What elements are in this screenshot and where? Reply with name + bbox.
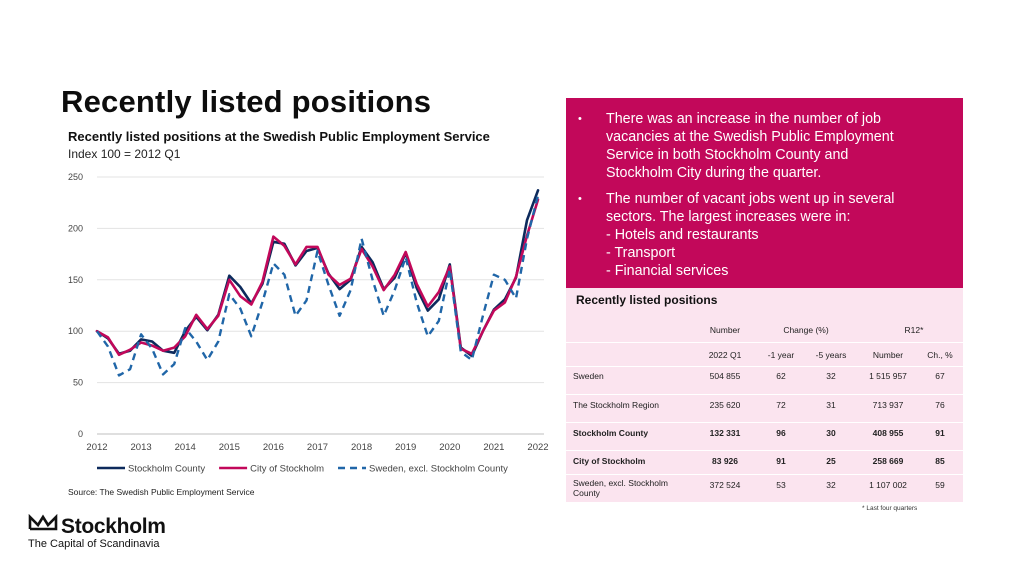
summary-bullet: • The number of vacant jobs went up in s… — [574, 190, 945, 280]
table-cell: 91 — [776, 456, 786, 466]
table-title: Recently listed positions — [576, 293, 718, 307]
table-sub-header: -1 year — [767, 350, 795, 360]
bullet-dot-icon: • — [578, 193, 582, 205]
stockholm-logo: Stockholm The Capital of Scandinavia — [28, 513, 166, 550]
table-group-header: R12* — [904, 325, 924, 335]
table-sub-header: Ch., % — [927, 350, 953, 360]
table-cell: 96 — [776, 428, 786, 438]
table-cell: 132 331 — [709, 428, 741, 438]
table-cell: 372 524 — [709, 480, 741, 490]
table-cell: 32 — [826, 371, 836, 381]
table-footnote: * Last four quarters — [862, 505, 918, 512]
table-divider — [566, 394, 963, 395]
y-tick-label: 200 — [68, 223, 83, 233]
table-row-label: Sweden, excl. Stockholm County — [573, 478, 668, 498]
table-divider — [566, 342, 963, 343]
table-cell: 76 — [935, 400, 945, 410]
table-row-label: Sweden — [573, 371, 604, 381]
x-tick-label: 2021 — [483, 442, 504, 453]
chart-subtitle: Index 100 = 2012 Q1 — [68, 147, 181, 161]
table-row-label: City of Stockholm — [573, 456, 646, 466]
legend-label: Stockholm County — [128, 464, 205, 475]
table-cell: 91 — [935, 428, 945, 438]
y-tick-label: 50 — [73, 378, 83, 388]
page-title: Recently listed positions — [61, 84, 432, 119]
table-divider — [566, 474, 963, 475]
x-tick-label: 2017 — [307, 442, 328, 453]
legend-label: Sweden, excl. Stockholm County — [369, 464, 508, 475]
series-line-sweden-excl-stockholm-county — [96, 195, 540, 377]
bullet-dot-icon: • — [578, 113, 582, 125]
table-divider — [566, 366, 963, 367]
source-note: Source: The Swedish Public Employment Se… — [68, 487, 255, 497]
table-sub-header: Number — [872, 350, 904, 360]
table-cell: 31 — [826, 400, 836, 410]
summary-panel: • There was an increase in the number of… — [566, 98, 963, 288]
table-cell: 258 669 — [872, 456, 904, 466]
table-cell: 1 107 002 — [869, 480, 907, 490]
table-cell: 408 955 — [872, 428, 904, 438]
table-cell: 713 937 — [872, 400, 904, 410]
table-cell: 32 — [826, 480, 836, 490]
y-tick-label: 150 — [68, 275, 83, 285]
table-sub-header: 2022 Q1 — [708, 350, 742, 360]
table-cell: 83 926 — [712, 456, 738, 466]
y-tick-label: 250 — [68, 172, 83, 182]
x-tick-label: 2013 — [131, 442, 152, 453]
logo-tagline: The Capital of Scandinavia — [28, 538, 160, 550]
x-tick-label: 2022 — [527, 442, 548, 453]
table-row-label: The Stockholm Region — [573, 400, 659, 410]
series-line-city-of-stockholm — [95, 198, 540, 357]
table-cell: 67 — [935, 371, 945, 381]
table-cell: 85 — [935, 456, 945, 466]
x-tick-label: 2018 — [351, 442, 372, 453]
table-cell: 1 515 957 — [869, 371, 907, 381]
table-sub-header: -5 years — [815, 350, 847, 360]
legend-label: City of Stockholm — [250, 464, 324, 475]
table-row-label: Stockholm County — [573, 428, 649, 438]
line-chart: 0 50 100 150 200 250 2012 2013 2014 2015 2016 2017 2… — [68, 172, 549, 475]
table-cell: 504 855 — [709, 371, 741, 381]
table-cell: 59 — [935, 480, 945, 490]
table-group-header: Change (%) — [783, 325, 829, 335]
x-tick-label: 2019 — [395, 442, 416, 453]
chart-title: Recently listed positions at the Swedish… — [68, 129, 490, 144]
x-tick-label: 2016 — [263, 442, 284, 453]
y-tick-label: 100 — [68, 326, 83, 336]
table-panel: Recently listed positions — [566, 288, 963, 502]
x-tick-label: 2014 — [175, 442, 196, 453]
crown-icon — [28, 513, 58, 531]
bullet-text: The number of vacant jobs went up in sev… — [606, 191, 895, 279]
table-cell: 235 620 — [709, 400, 741, 410]
table-cell: 53 — [776, 480, 786, 490]
x-tick-label: 2012 — [86, 442, 107, 453]
table-divider — [566, 422, 963, 423]
logo-name: Stockholm — [61, 515, 166, 538]
y-tick-label: 0 — [78, 429, 83, 439]
summary-bullet: • There was an increase in the number of… — [574, 110, 945, 182]
table-group-header: Number — [709, 325, 741, 335]
table-cell: 62 — [776, 371, 786, 381]
table-cell: 30 — [826, 428, 836, 438]
bullet-text: There was an increase in the number of j… — [606, 111, 894, 181]
table-cell: 25 — [826, 456, 836, 466]
table-divider — [566, 450, 963, 451]
x-tick-label: 2020 — [439, 442, 460, 453]
table-cell: 72 — [776, 400, 786, 410]
x-tick-label: 2015 — [219, 442, 240, 453]
